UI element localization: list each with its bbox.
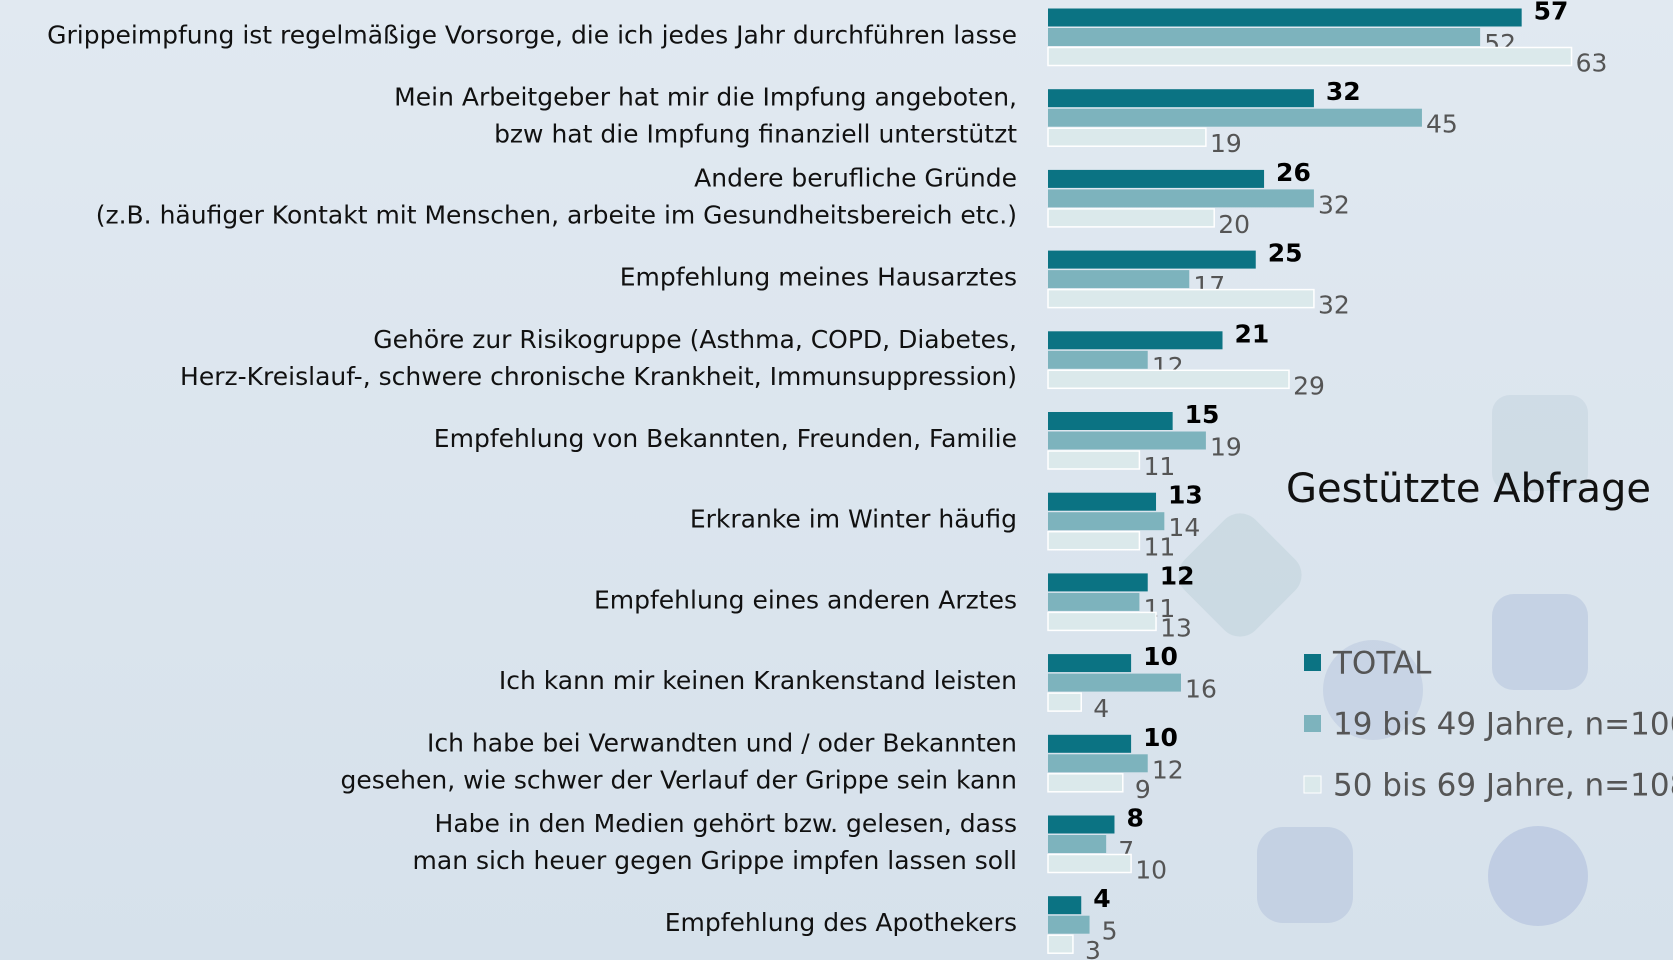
category-label: Andere berufliche Gründe [694, 163, 1017, 192]
bar [1048, 693, 1081, 711]
bar [1048, 674, 1181, 692]
bar [1048, 774, 1123, 792]
value-label: 9 [1135, 775, 1151, 804]
category-label: Empfehlung des Apothekers [665, 908, 1017, 937]
value-label: 10 [1143, 723, 1178, 752]
bar [1048, 189, 1314, 207]
bar [1048, 451, 1139, 469]
bar [1048, 493, 1156, 511]
category-label: Grippeimpfung ist regelmäßige Vorsorge, … [47, 21, 1017, 50]
category-label: Ich habe bei Verwandten und / oder Bekan… [427, 728, 1017, 757]
value-label: 12 [1160, 561, 1195, 590]
value-label: 11 [1144, 533, 1176, 562]
bar [1048, 89, 1314, 107]
legend-swatch [1304, 776, 1321, 793]
legend-label: 50 bis 69 Jahre, n=108 [1333, 768, 1673, 804]
value-label: 57 [1534, 0, 1569, 26]
value-label: 63 [1576, 49, 1608, 78]
value-label: 3 [1085, 936, 1101, 960]
bar [1048, 170, 1264, 188]
category-label: Mein Arbeitgeber hat mir die Impfung ang… [394, 83, 1017, 112]
value-label: 26 [1276, 158, 1311, 187]
value-label: 19 [1210, 129, 1242, 158]
bar [1048, 593, 1139, 611]
category-label: Empfehlung eines anderen Arztes [594, 585, 1017, 614]
value-label: 11 [1144, 452, 1176, 481]
value-label: 21 [1235, 319, 1270, 348]
category-label: Empfehlung von Bekannten, Freunden, Fami… [434, 424, 1017, 453]
value-label: 4 [1093, 694, 1109, 723]
category-label: Erkranke im Winter häufig [690, 505, 1017, 534]
bar [1048, 270, 1189, 288]
value-label: 32 [1326, 77, 1361, 106]
bar [1048, 512, 1164, 530]
bar [1048, 128, 1206, 146]
bar [1048, 251, 1256, 269]
bar [1048, 573, 1148, 591]
bar [1048, 290, 1314, 308]
bar [1048, 48, 1572, 66]
bar [1048, 935, 1073, 953]
bar [1048, 209, 1214, 227]
value-label: 45 [1426, 110, 1458, 139]
value-label: 32 [1318, 190, 1350, 219]
value-label: 19 [1210, 433, 1242, 462]
decoration [1492, 594, 1588, 690]
bar [1048, 916, 1090, 934]
category-label: Herz-Kreislauf-, schwere chronische Kran… [180, 362, 1017, 391]
value-label: 10 [1135, 856, 1167, 885]
bar [1048, 654, 1131, 672]
value-label: 15 [1185, 400, 1220, 429]
bar [1048, 532, 1139, 550]
value-label: 10 [1143, 642, 1178, 671]
bar [1048, 370, 1289, 388]
decoration [1488, 826, 1588, 926]
bar [1048, 612, 1156, 630]
bar [1048, 896, 1081, 914]
bar [1048, 754, 1148, 772]
bar [1048, 9, 1522, 27]
legend-swatch [1304, 715, 1321, 732]
bar [1048, 816, 1114, 834]
value-label: 12 [1152, 755, 1184, 784]
value-label: 4 [1093, 884, 1110, 913]
bar [1048, 109, 1422, 127]
chart: Gestützte Abfrage Grippeimpfung ist rege… [0, 0, 1673, 960]
category-label: Habe in den Medien gehört bzw. gelesen, … [435, 809, 1017, 838]
subtitle: Gestützte Abfrage [1286, 466, 1651, 512]
bar [1048, 835, 1106, 853]
decoration [1257, 827, 1353, 923]
category-label: Empfehlung meines Hausarztes [620, 263, 1017, 292]
category-label: man sich heuer gegen Grippe impfen lasse… [413, 846, 1017, 875]
category-label: Gehöre zur Risikogruppe (Asthma, COPD, D… [373, 325, 1017, 354]
category-label: (z.B. häufiger Kontakt mit Menschen, arb… [96, 200, 1017, 229]
value-label: 32 [1318, 291, 1350, 320]
value-label: 25 [1268, 239, 1303, 268]
category-label: gesehen, wie schwer der Verlauf der Grip… [341, 765, 1018, 794]
value-label: 16 [1185, 675, 1217, 704]
legend-swatch [1304, 654, 1321, 671]
value-label: 29 [1293, 371, 1325, 400]
value-label: 5 [1102, 917, 1118, 946]
value-label: 13 [1168, 481, 1203, 510]
category-label: Ich kann mir keinen Krankenstand leisten [499, 666, 1017, 695]
bar [1048, 855, 1131, 873]
value-label: 13 [1160, 613, 1192, 642]
bar [1048, 351, 1148, 369]
value-label: 20 [1218, 210, 1250, 239]
bar [1048, 735, 1131, 753]
category-label: bzw hat die Impfung finanziell unterstüt… [494, 120, 1017, 149]
bar [1048, 28, 1480, 46]
bar [1048, 432, 1206, 450]
bar [1048, 412, 1173, 430]
legend-label: 19 bis 49 Jahre, n=100 [1333, 707, 1673, 743]
legend-label: TOTAL [1332, 646, 1432, 682]
value-label: 8 [1126, 804, 1143, 833]
bar [1048, 331, 1223, 349]
